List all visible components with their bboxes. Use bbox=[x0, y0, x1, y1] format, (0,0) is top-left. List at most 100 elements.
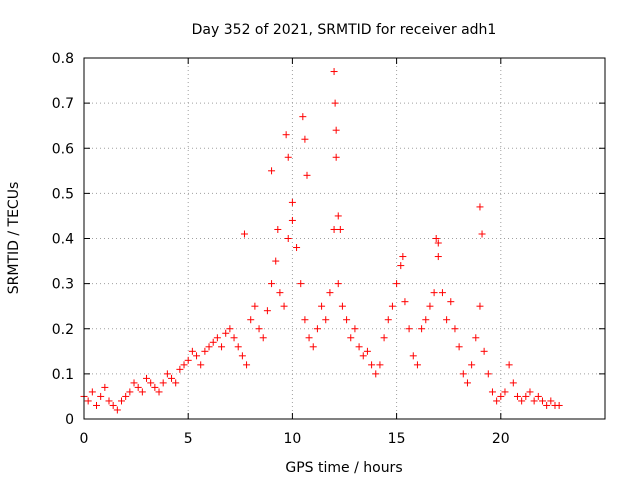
data-point bbox=[251, 302, 259, 310]
data-point bbox=[326, 289, 334, 297]
data-point bbox=[555, 401, 563, 409]
data-point bbox=[409, 352, 417, 360]
data-point bbox=[380, 334, 388, 342]
data-point bbox=[288, 216, 296, 224]
data-point bbox=[284, 235, 292, 242]
data-point bbox=[93, 401, 101, 409]
data-point bbox=[88, 388, 96, 396]
data-point bbox=[388, 302, 396, 310]
data-point bbox=[168, 374, 176, 382]
data-point bbox=[413, 361, 421, 369]
y-tick-label: 0.1 bbox=[52, 367, 74, 383]
y-tick-label: 0.2 bbox=[52, 322, 74, 338]
data-point bbox=[363, 347, 371, 355]
data-point bbox=[222, 329, 230, 337]
x-tick-label: 0 bbox=[80, 431, 89, 447]
data-point bbox=[147, 379, 155, 387]
data-point bbox=[97, 392, 105, 400]
data-point bbox=[480, 347, 488, 355]
data-point bbox=[293, 244, 301, 252]
data-point bbox=[176, 365, 184, 373]
y-tick-labels: 0 0.1 0.2 0.3 0.4 0.5 0.6 0.7 0.8 bbox=[52, 51, 74, 428]
data-point bbox=[372, 370, 380, 378]
data-point bbox=[455, 343, 463, 351]
grid-lines bbox=[84, 58, 605, 419]
data-point bbox=[509, 379, 517, 387]
data-point bbox=[443, 316, 451, 324]
data-point bbox=[134, 383, 142, 391]
data-point bbox=[343, 316, 351, 324]
data-point bbox=[305, 334, 313, 342]
data-point bbox=[330, 68, 338, 76]
data-point bbox=[318, 302, 326, 310]
data-point bbox=[313, 325, 321, 333]
x-tick-label: 5 bbox=[184, 431, 193, 447]
data-point bbox=[303, 171, 311, 179]
axis-ticks bbox=[83, 57, 605, 420]
data-point bbox=[347, 334, 355, 342]
data-point bbox=[538, 397, 546, 405]
data-point bbox=[299, 113, 307, 121]
data-point bbox=[309, 343, 317, 351]
data-point bbox=[218, 343, 226, 351]
data-point bbox=[180, 361, 188, 369]
data-point bbox=[282, 131, 290, 139]
y-tick-label: 0 bbox=[65, 412, 74, 428]
data-point bbox=[522, 392, 530, 400]
data-point bbox=[530, 397, 538, 405]
data-point bbox=[331, 99, 339, 107]
data-point bbox=[143, 374, 151, 382]
data-point bbox=[263, 307, 271, 315]
data-point bbox=[197, 361, 205, 369]
data-point bbox=[209, 338, 217, 346]
data-point bbox=[247, 316, 255, 324]
data-point bbox=[105, 397, 113, 405]
data-point bbox=[518, 397, 526, 405]
data-point bbox=[334, 212, 342, 220]
data-point bbox=[505, 361, 513, 369]
data-point bbox=[109, 401, 117, 409]
data-point bbox=[205, 343, 213, 351]
data-point bbox=[359, 352, 367, 360]
data-point bbox=[468, 361, 476, 369]
data-point bbox=[447, 298, 455, 306]
data-point bbox=[397, 262, 405, 270]
data-point bbox=[336, 225, 344, 233]
data-point bbox=[126, 388, 134, 396]
data-point bbox=[113, 406, 121, 414]
data-point bbox=[268, 167, 276, 175]
data-point bbox=[284, 153, 292, 161]
data-point bbox=[434, 239, 442, 247]
x-tick-labels: 0 5 10 15 20 bbox=[80, 431, 510, 447]
data-point bbox=[399, 253, 407, 261]
data-point bbox=[288, 198, 296, 206]
data-point bbox=[493, 397, 501, 405]
data-point bbox=[240, 230, 248, 238]
y-tick-label: 0.8 bbox=[52, 51, 74, 67]
data-point bbox=[276, 289, 284, 297]
data-point bbox=[163, 370, 171, 378]
data-point bbox=[422, 316, 430, 324]
y-axis-label: SRMTID / TECUs bbox=[6, 182, 22, 295]
x-axis-label: GPS time / hours bbox=[285, 460, 402, 476]
data-point bbox=[322, 316, 330, 324]
data-point bbox=[280, 302, 288, 310]
data-point bbox=[122, 392, 130, 400]
y-tick-label: 0.6 bbox=[52, 141, 74, 157]
x-tick-label: 10 bbox=[283, 431, 301, 447]
data-point bbox=[497, 392, 505, 400]
data-point bbox=[501, 388, 509, 396]
data-point bbox=[405, 325, 413, 333]
data-point bbox=[368, 361, 376, 369]
data-point bbox=[430, 289, 438, 297]
data-point bbox=[151, 383, 159, 391]
data-point bbox=[230, 334, 238, 342]
data-point bbox=[547, 397, 555, 405]
data-point bbox=[84, 397, 92, 405]
data-point bbox=[172, 379, 180, 387]
y-tick-label: 0.3 bbox=[52, 277, 74, 293]
chart-title: Day 352 of 2021, SRMTID for receiver adh… bbox=[192, 22, 497, 38]
data-point bbox=[543, 401, 551, 409]
data-point bbox=[159, 379, 167, 387]
